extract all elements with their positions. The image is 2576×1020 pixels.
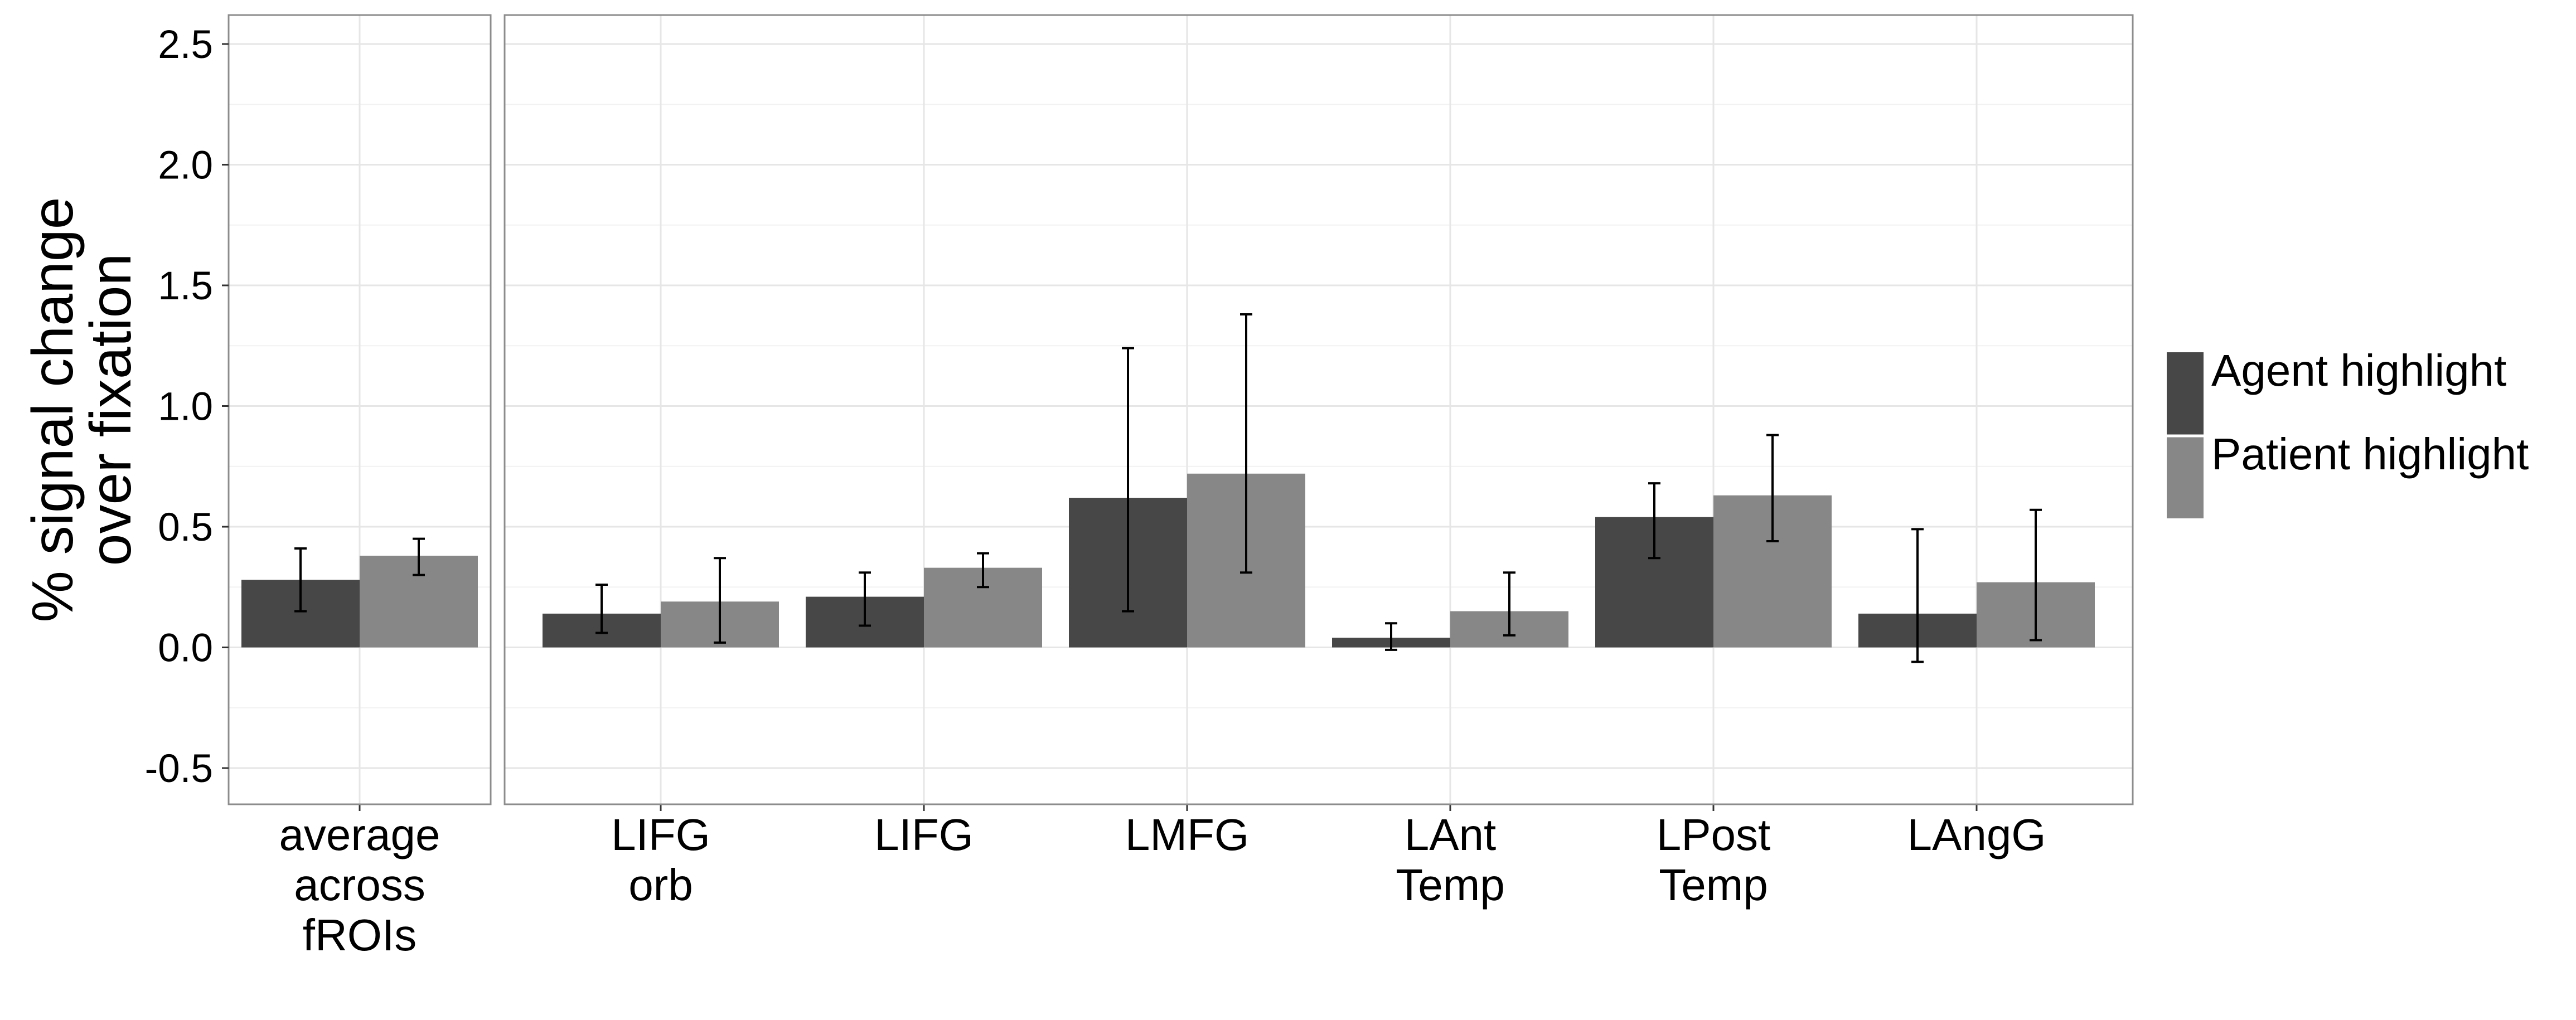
category-group (1595, 434, 1832, 648)
error-bar (1122, 347, 1134, 613)
error-bar (859, 571, 871, 627)
y-tick-label: 1.0 (158, 385, 213, 429)
y-tick-label: 2.5 (158, 23, 213, 67)
error-bar (1648, 482, 1660, 560)
y-tick-label: 0.0 (158, 626, 213, 671)
y-tick-label: -0.5 (145, 747, 213, 791)
legend-item-patient: Patient highlight (2167, 429, 2529, 518)
y-tick-label: 2.0 (158, 143, 213, 187)
category-group (1858, 508, 2095, 663)
error-bar (294, 547, 307, 613)
x-tick-label-line: LPost (1657, 810, 1771, 859)
x-tick-label: LAnt Temp (1396, 810, 1505, 910)
x-tick-label-line: across (294, 860, 425, 910)
panel-background (505, 15, 2133, 804)
x-tick-label-line: LIFG (874, 810, 974, 859)
y-axis-title-text: % signal changeover fixation (21, 197, 143, 622)
category-group (543, 557, 779, 648)
x-tick-label: average across fROIs (279, 810, 440, 960)
y-axis-title: % signal changeover fixation (21, 197, 143, 622)
x-tick-label-line: fROIs (303, 910, 417, 960)
x-tick-label: LIFG (874, 810, 974, 859)
y-tick-label: 0.5 (158, 506, 213, 550)
error-bar (2030, 508, 2042, 642)
category-group (1069, 313, 1305, 648)
x-tick-label-line: LAnt (1405, 810, 1497, 859)
error-bar (977, 552, 989, 589)
legend-item-agent: Agent highlight (2167, 346, 2506, 435)
legend: Agent highlight Patient highlight (2167, 346, 2529, 518)
x-tick-label-line: LIFG (611, 810, 710, 859)
legend-key (2167, 352, 2204, 435)
error-bar (595, 583, 608, 634)
error-bar (1240, 313, 1252, 574)
error-bar (1385, 622, 1397, 651)
category-group (806, 552, 1042, 648)
x-tick-label-line: Temp (1396, 860, 1505, 910)
x-tick-label-line: average (279, 810, 440, 859)
y-axis-title-line: over fixation (79, 254, 143, 566)
error-bar (714, 557, 726, 644)
category-group (241, 537, 478, 648)
x-tick-label-line: orb (628, 860, 693, 910)
panel-border (503, 14, 2134, 805)
x-tick-label: LPost Temp (1657, 810, 1771, 910)
category-group (1332, 571, 1568, 651)
error-bar (413, 537, 425, 576)
legend-label: Agent highlight (2211, 346, 2506, 395)
error-bar (1766, 434, 1779, 542)
x-tick-label-line: LAngG (1907, 810, 2046, 859)
x-tick-label-line: LMFG (1125, 810, 1249, 859)
legend-key (2167, 436, 2204, 518)
x-tick-label: LIFG orb (611, 810, 710, 910)
error-bar (1911, 528, 1924, 663)
x-tick-label: LMFG (1125, 810, 1249, 859)
panel-border (227, 14, 492, 805)
y-axis-title-line: % signal change (21, 197, 85, 622)
panel-0: average across fROIs (227, 14, 492, 960)
error-bar (1503, 571, 1515, 637)
y-tick-label: 1.5 (158, 264, 213, 308)
legend-label: Patient highlight (2211, 429, 2529, 479)
x-tick-label: LAngG (1907, 810, 2046, 859)
y-axis: -0.5 0.0 0.5 1.0 1.5 2.0 2.5 (145, 23, 229, 791)
x-tick-label-line: Temp (1659, 860, 1768, 910)
